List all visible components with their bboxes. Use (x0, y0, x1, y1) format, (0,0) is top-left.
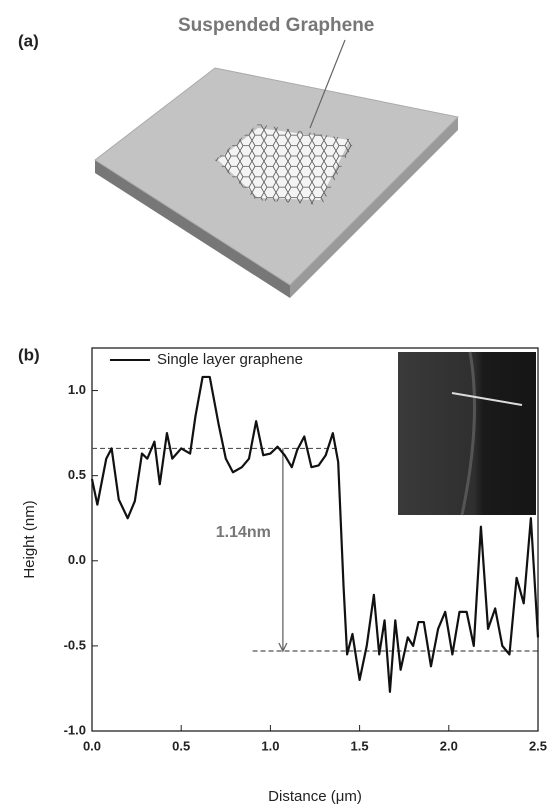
x-tick-label: 1.5 (351, 738, 369, 753)
figure: (a) Suspended Graphene -1.0 -0.5 0.0 0.5 1.0… (0, 0, 554, 810)
x-axis-label: Distance (μm) (268, 788, 362, 805)
y-tick-label: 1.0 (68, 382, 86, 397)
chart: -1.0 -0.5 0.0 0.5 1.0 0.0 0.5 1.0 1.5 2.0 2.5 Dista… (18, 345, 547, 804)
x-tick-label: 2.0 (440, 738, 458, 753)
x-tick-label: 0.5 (172, 738, 190, 753)
schematic: (a) Suspended Graphene (18, 15, 458, 298)
x-tick-label: 0.0 (83, 738, 101, 753)
y-tick-label: -0.5 (64, 637, 86, 652)
panel-label: (b) (18, 345, 40, 364)
y-axis-label: Height (nm) (21, 500, 38, 578)
x-tick-label: 1.0 (261, 738, 279, 753)
x-tick-label: 2.5 (529, 738, 547, 753)
annotation: Suspended Graphene (178, 15, 374, 36)
y-tick-label: 0.0 (68, 552, 86, 567)
y-tick-label: -1.0 (64, 722, 86, 737)
panel-label: (a) (18, 31, 39, 50)
y-tick-label: 0.5 (68, 467, 86, 482)
legend-label: Single layer graphene (157, 351, 303, 368)
annotation-label: 1.14nm (216, 524, 271, 541)
